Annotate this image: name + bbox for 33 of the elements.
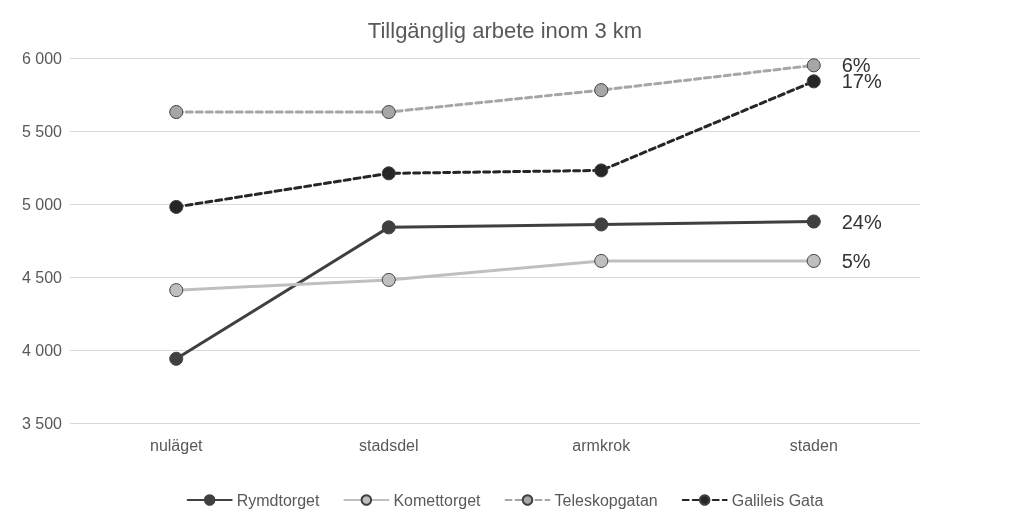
point: [594, 217, 609, 232]
y-tick-label: 4 500: [21, 268, 63, 286]
point: [169, 351, 184, 366]
point: [806, 74, 821, 89]
x-tick-label: armkrok: [572, 436, 632, 454]
point: [594, 83, 609, 98]
point: [381, 105, 396, 120]
point: [169, 199, 184, 214]
legend-label: Galileis Gata: [731, 491, 824, 509]
point: [381, 220, 396, 235]
y-tick-label: 6 000: [21, 49, 63, 67]
legend-label: Rymdtorget: [236, 491, 320, 509]
point: [806, 214, 821, 229]
point: [806, 58, 821, 73]
y-tick-label: 5 000: [21, 195, 63, 213]
y-tick-label: 3 500: [21, 414, 63, 432]
annotation: 5%: [841, 249, 871, 272]
x-tick-label: nuläget: [150, 436, 204, 454]
point: [381, 272, 396, 287]
point: [594, 253, 609, 268]
point: [381, 166, 396, 181]
point: [169, 105, 184, 120]
chart-title: Tillgänglig arbete inom 3 km: [367, 17, 643, 43]
annotation: 24%: [841, 210, 882, 233]
x-tick-label: stadsdel: [358, 436, 419, 454]
x-tick-label: staden: [789, 436, 838, 454]
y-tick-label: 5 500: [21, 122, 63, 140]
point: [806, 253, 821, 268]
y-tick-label: 4 000: [21, 341, 63, 359]
legend-label: Teleskopgatan: [554, 491, 658, 509]
legend-label: Komettorget: [393, 491, 482, 509]
point: [169, 283, 184, 298]
point: [594, 163, 609, 178]
